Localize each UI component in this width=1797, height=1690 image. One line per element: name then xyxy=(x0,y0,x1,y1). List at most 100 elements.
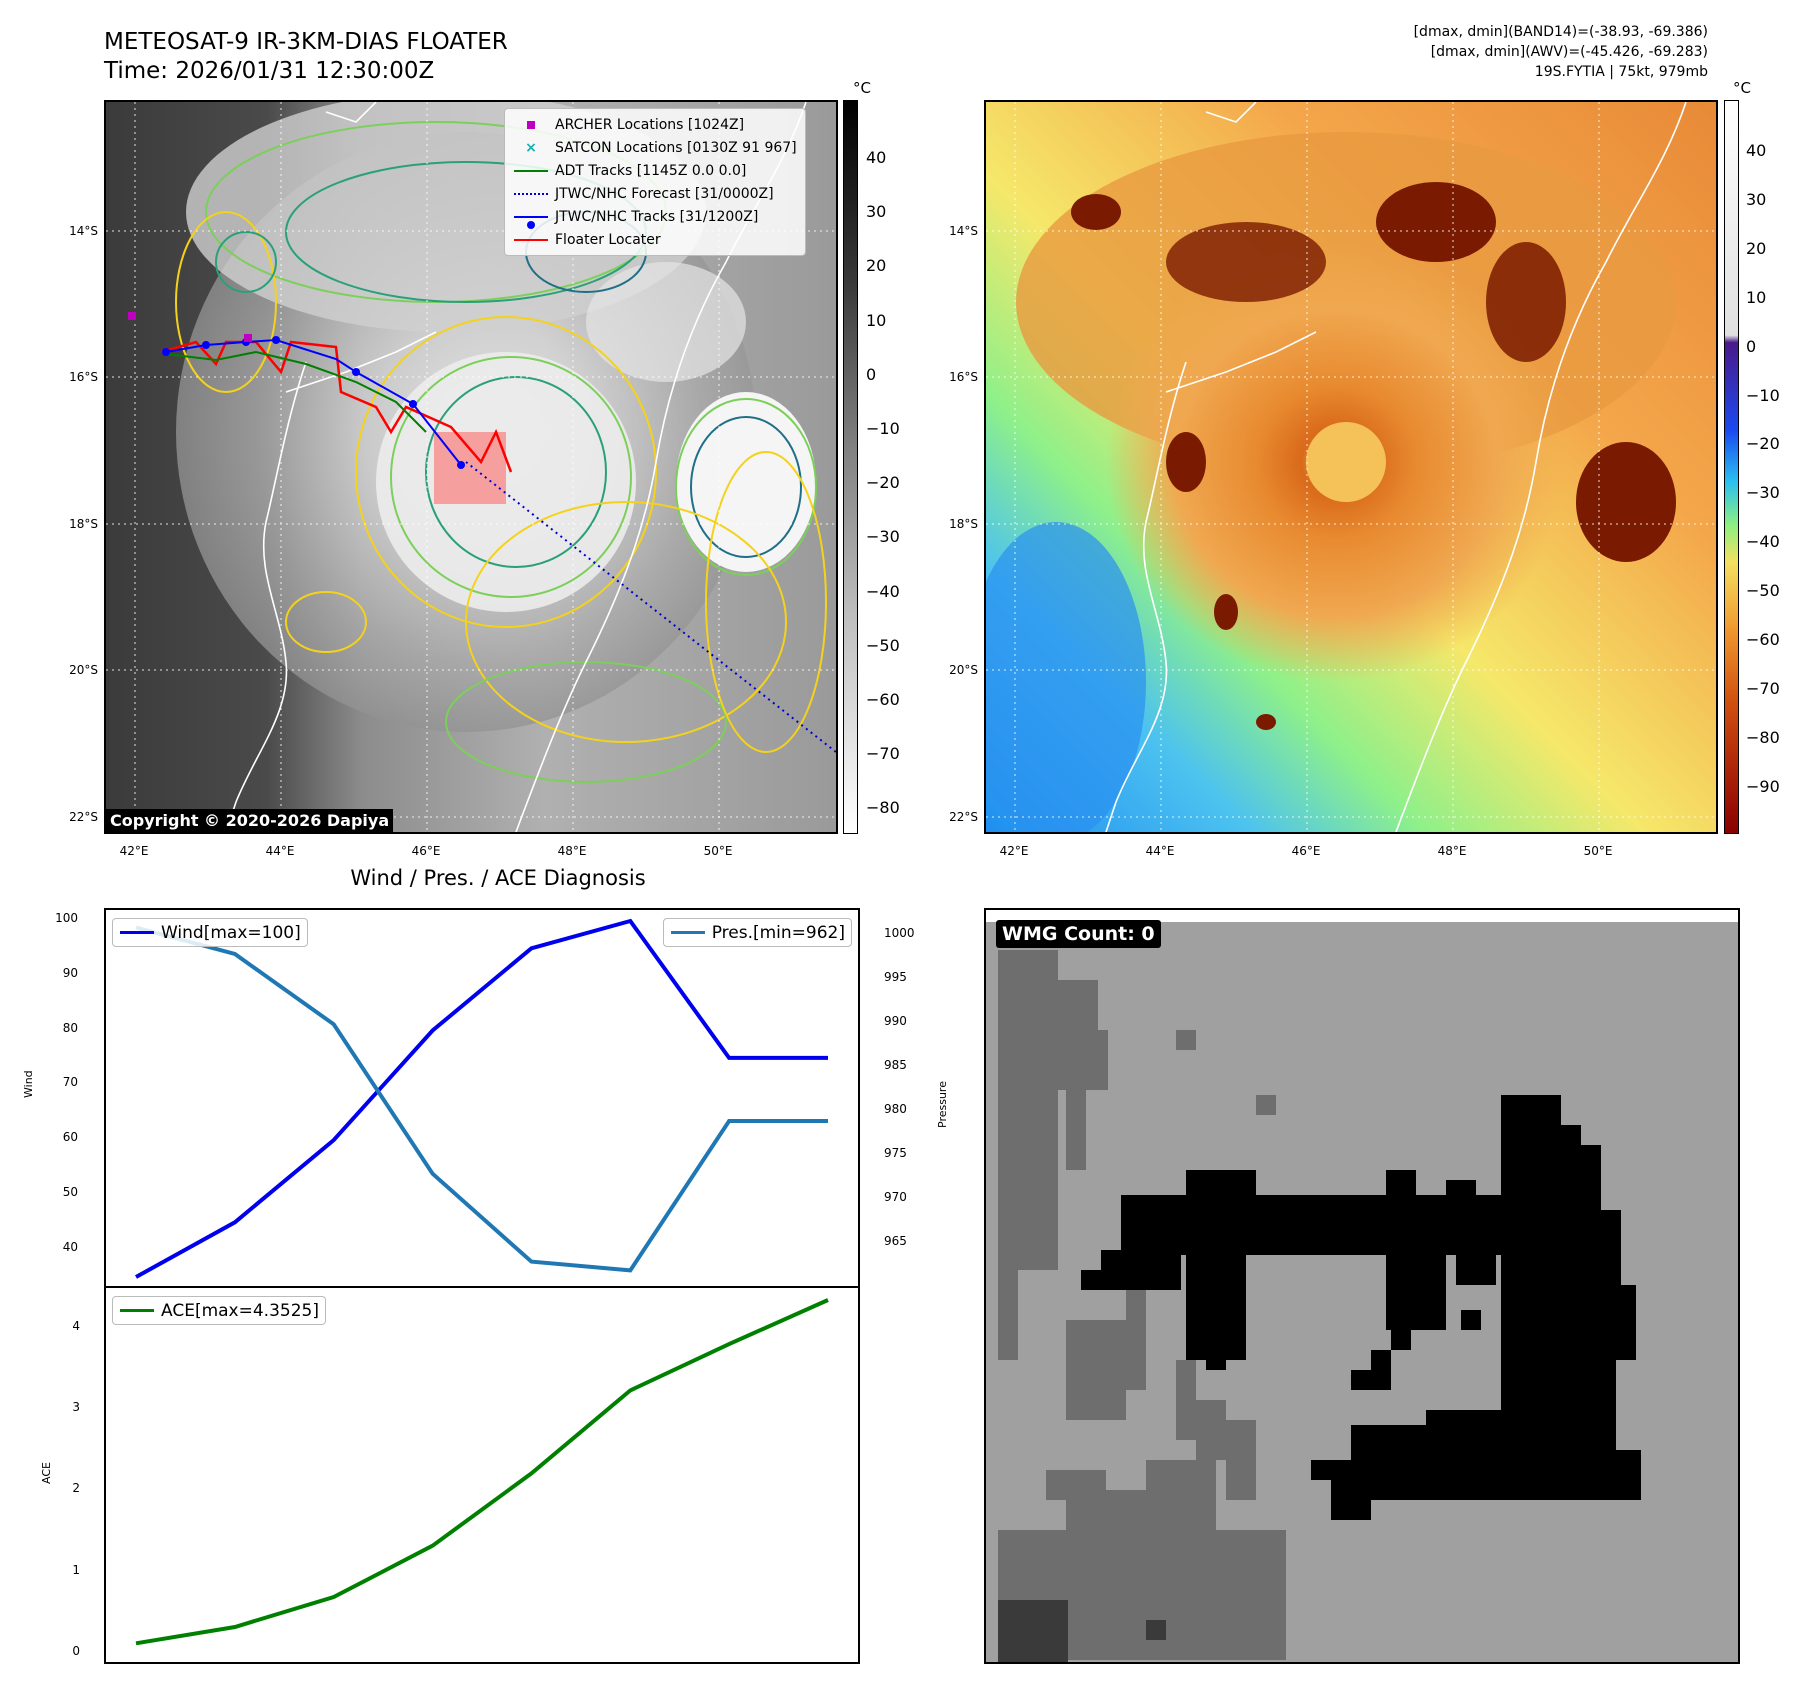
colorbar-tick-label: −50 xyxy=(1746,581,1780,601)
colorbar-tick-label: 40 xyxy=(1746,141,1767,160)
colorbar-tick-label: −50 xyxy=(866,635,900,655)
ir-map-panel: Copyright © 2020-2026 Dapiya ARCHER Loca… xyxy=(104,100,838,834)
colorbar-tick-label: 10 xyxy=(866,310,887,330)
map1-title-line1: METEOSAT-9 IR-3KM-DIAS FLOATER xyxy=(104,29,508,55)
legend-label: JTWC/NHC Forecast [31/0000Z] xyxy=(555,185,774,202)
ace-axis-label: ACE xyxy=(40,1462,53,1484)
legend-item-tracks: JTWC/NHC Tracks [31/1200Z] xyxy=(513,205,797,229)
lon-tick-label: 46°E xyxy=(411,844,441,858)
colorbar-tick-label: 0 xyxy=(1746,336,1757,356)
lat-tick-label: 16°S xyxy=(69,370,98,384)
line-marker-icon xyxy=(670,931,705,934)
map2-colorbar-unit: °C xyxy=(1733,79,1751,97)
lon-tick-label: 50°E xyxy=(703,844,733,858)
legend-item-satcon: × SATCON Locations [0130Z 91 967] xyxy=(513,136,797,159)
colorbar-tick-label: −20 xyxy=(1746,434,1780,454)
legend-item-forecast: JTWC/NHC Forecast [31/0000Z] xyxy=(513,182,797,205)
map2-info-line2: [dmax, dmin](AWV)=(-45.426, -69.283) xyxy=(1430,44,1708,60)
wind-tick-label: 80 xyxy=(62,1020,78,1035)
line-marker-icon xyxy=(514,238,548,241)
colorbar-tick-label: −40 xyxy=(866,581,900,601)
wmg-panel: WMG Count: 0 xyxy=(984,908,1740,1664)
dotted-line-icon xyxy=(514,192,548,195)
wind-tick-label: 70 xyxy=(62,1075,78,1090)
map2-info-line1: [dmax, dmin](BAND14)=(-38.93, -69.386) xyxy=(1413,24,1708,40)
ace-legend-label: ACE[max=4.3525] xyxy=(161,1300,319,1321)
colorbar-tick-label: −40 xyxy=(1746,532,1780,552)
lon-tick-label: 50°E xyxy=(1583,844,1613,858)
colorbar-tick-label: −90 xyxy=(1746,776,1780,796)
pressure-tick-label: 965 xyxy=(884,1234,907,1249)
ace-tick-label: 2 xyxy=(72,1481,80,1496)
lon-tick-label: 48°E xyxy=(1437,844,1467,858)
map1-colorbar-unit: °C xyxy=(853,79,871,97)
colorbar-tick-label: 20 xyxy=(1746,238,1767,258)
wind-tick-label: 90 xyxy=(62,965,78,980)
line-marker-icon xyxy=(120,931,154,934)
wind-tick-label: 40 xyxy=(62,1239,78,1254)
lat-tick-label: 14°S xyxy=(69,224,98,238)
pressure-tick-label: 970 xyxy=(884,1190,907,1205)
lon-tick-label: 44°E xyxy=(265,844,295,858)
wind-axis-label: Wind xyxy=(22,1070,35,1098)
colorbar-tick-label: −60 xyxy=(866,690,900,709)
colorbar-tick-label: 10 xyxy=(1746,287,1767,307)
wind-tick-label: 100 xyxy=(55,910,78,925)
colorbar-tick-label: 0 xyxy=(866,364,877,384)
legend-label: SATCON Locations [0130Z 91 967] xyxy=(555,139,797,156)
colorbar-tick-label: −60 xyxy=(1746,630,1780,649)
legend-item-archer: ARCHER Locations [1024Z] xyxy=(513,113,797,136)
legend-label: JTWC/NHC Tracks [31/1200Z] xyxy=(555,208,759,225)
ace-plot xyxy=(135,1298,829,1646)
wind-pres-panel: Wind[max=100] Pres.[min=962] xyxy=(104,908,860,1288)
ace-series-line xyxy=(135,1298,829,1646)
ace-tick-label: 3 xyxy=(72,1399,80,1414)
lat-tick-label: 20°S xyxy=(69,663,98,677)
colorbar-tick-label: 40 xyxy=(866,148,887,167)
pressure-tick-label: 1000 xyxy=(884,926,915,941)
map2-colorbar xyxy=(1724,100,1739,834)
pres-legend: Pres.[min=962] xyxy=(662,918,852,947)
pressure-tick-label: 995 xyxy=(884,970,907,985)
wind-series-line xyxy=(135,918,828,1279)
lat-tick-label: 18°S xyxy=(69,517,98,531)
wmg-count-badge: WMG Count: 0 xyxy=(996,920,1161,948)
colorbar-tick-label: −10 xyxy=(1746,385,1780,405)
colorbar-tick-label: −30 xyxy=(1746,483,1780,503)
line-marker-icon xyxy=(514,169,548,172)
color-map-image xyxy=(986,102,1716,832)
pressure-axis-label: Pressure xyxy=(936,1081,949,1128)
map2-info-line3: 19S.FYTIA | 75kt, 979mb xyxy=(1534,64,1708,80)
legend-label: ADT Tracks [1145Z 0.0 0.0] xyxy=(555,162,747,179)
colorbar-tick-label: 30 xyxy=(1746,189,1767,209)
legend-label: ARCHER Locations [1024Z] xyxy=(555,116,745,133)
ace-tick-label: 0 xyxy=(72,1643,80,1658)
lat-tick-label: 18°S xyxy=(949,517,978,531)
pressure-tick-label: 985 xyxy=(884,1058,907,1073)
lat-tick-label: 22°S xyxy=(69,810,98,824)
colorbar-tick-label: 20 xyxy=(866,256,887,276)
colorbar-tick-label: −70 xyxy=(1746,678,1780,698)
color-map-panel xyxy=(984,100,1718,834)
legend-item-adt: ADT Tracks [1145Z 0.0 0.0] xyxy=(513,159,797,182)
colorbar-tick-label: −80 xyxy=(1746,727,1780,747)
pressure-tick-label: 990 xyxy=(884,1014,907,1029)
legend-item-floater: Floater Locater xyxy=(513,228,797,251)
colorbar-tick-label: −30 xyxy=(866,527,900,547)
lat-tick-label: 22°S xyxy=(949,810,978,824)
ace-panel: ACE[max=4.3525] xyxy=(104,1286,860,1664)
diag-title: Wind / Pres. / ACE Diagnosis xyxy=(350,866,646,890)
map1-colorbar xyxy=(843,100,858,834)
lat-tick-label: 20°S xyxy=(949,663,978,677)
line-marker-icon xyxy=(120,1309,154,1312)
map1-legend: ARCHER Locations [1024Z] × SATCON Locati… xyxy=(504,108,806,256)
dot-line-icon xyxy=(514,215,548,218)
colorbar-tick-label: −10 xyxy=(866,419,900,438)
ace-tick-label: 1 xyxy=(72,1562,80,1577)
wind-tick-label: 50 xyxy=(62,1184,78,1199)
wind-pres-plot xyxy=(135,918,829,1279)
wind-legend-label: Wind[max=100] xyxy=(161,922,301,943)
colorbar-tick-label: −80 xyxy=(866,798,900,818)
pressure-series-line xyxy=(135,925,828,1273)
lat-tick-label: 16°S xyxy=(949,370,978,384)
